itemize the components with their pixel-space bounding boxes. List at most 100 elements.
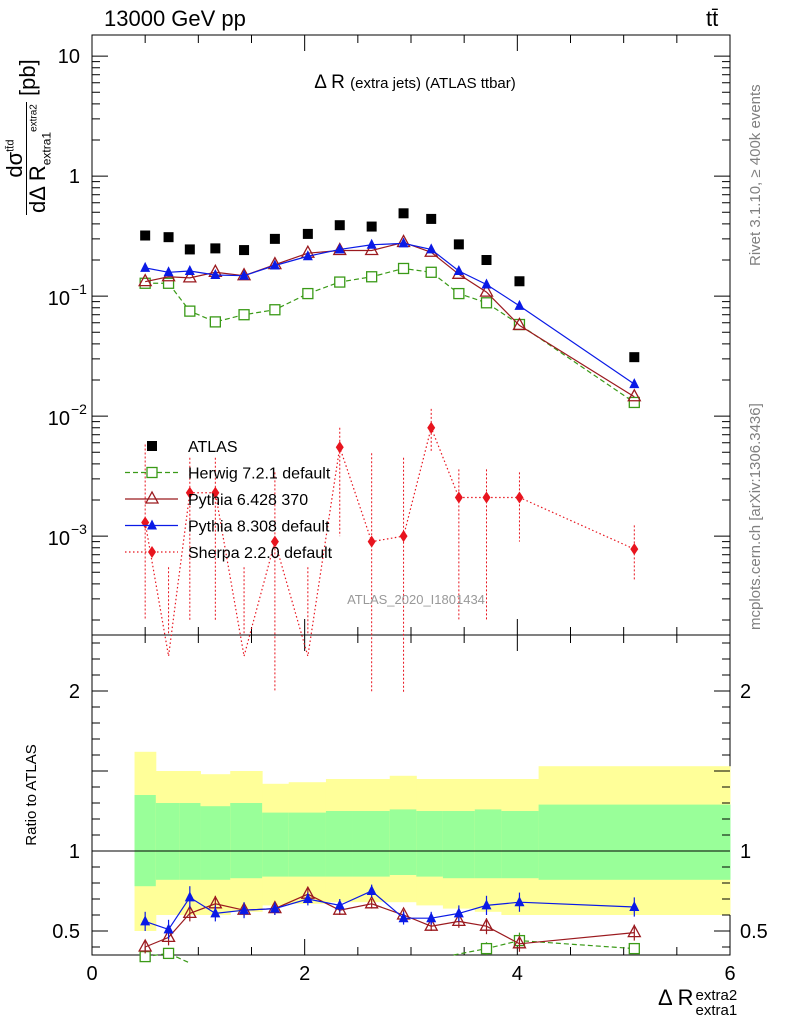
data-point bbox=[302, 287, 314, 300]
ratio-point bbox=[210, 907, 221, 918]
band-green bbox=[474, 809, 502, 879]
data-point bbox=[366, 238, 377, 249]
band-green bbox=[325, 811, 354, 877]
data-point bbox=[184, 264, 195, 275]
legend-marker bbox=[148, 546, 156, 558]
data-point bbox=[627, 388, 642, 402]
data-point bbox=[334, 243, 345, 254]
ratio-point bbox=[480, 942, 493, 955]
data-point bbox=[269, 304, 281, 316]
x-tick-label: 2 bbox=[299, 963, 310, 985]
x-tick-label: 6 bbox=[724, 963, 735, 985]
data-point bbox=[334, 220, 345, 231]
legend-entry-pythia-8-308-default: Pythia 8.308 default bbox=[125, 519, 330, 536]
data-point bbox=[427, 421, 436, 434]
data-point bbox=[140, 230, 151, 241]
series-atlas bbox=[140, 208, 640, 363]
ratio-y-tick-label-right: 1 bbox=[740, 841, 751, 863]
data-point bbox=[162, 277, 175, 289]
band-green bbox=[179, 803, 201, 880]
main-title-symbol: Δ R bbox=[314, 72, 350, 93]
ratio-point bbox=[161, 929, 176, 943]
ratio-point bbox=[334, 899, 345, 910]
ratio-point bbox=[239, 904, 250, 915]
main-title-detail: (extra jets) (ATLAS ttbar) bbox=[350, 75, 516, 92]
data-point bbox=[399, 530, 408, 543]
mcplots-label: mcplots.cern.ch [arXiv:1306.3436] bbox=[747, 403, 764, 630]
process-label: tt̄ bbox=[706, 6, 719, 31]
data-point bbox=[426, 243, 437, 254]
band-green bbox=[538, 804, 731, 880]
data-point bbox=[364, 242, 379, 256]
data-point bbox=[238, 309, 250, 321]
data-point bbox=[426, 213, 437, 224]
legend-label: ATLAS bbox=[188, 439, 238, 456]
ratio-point bbox=[184, 891, 195, 902]
ratio-y-tick-label-right: 2 bbox=[740, 681, 751, 703]
ratio-point bbox=[512, 935, 527, 949]
legend-entry-sherpa-2-2-0-default: Sherpa 2.2.0 default bbox=[125, 545, 333, 562]
data-point bbox=[334, 276, 346, 288]
ratio-point bbox=[479, 917, 494, 931]
watermark: ATLAS_2020_I1801434 bbox=[347, 592, 485, 607]
data-point bbox=[453, 239, 464, 250]
ratio-y-axis-label: Ratio to ATLAS bbox=[23, 744, 40, 845]
data-point bbox=[302, 250, 313, 261]
x-tick-label: 4 bbox=[512, 963, 523, 985]
data-point bbox=[163, 232, 174, 243]
legend-marker bbox=[146, 466, 158, 479]
data-point bbox=[481, 255, 492, 266]
band-green bbox=[389, 809, 417, 875]
data-point bbox=[453, 264, 464, 275]
ratio-point bbox=[453, 907, 464, 918]
main-title: Δ R (extra jets) (ATLAS ttbar) bbox=[314, 72, 516, 93]
ratio-y-tick-label: 1 bbox=[69, 841, 80, 863]
legend-label: Pythia 6.428 370 bbox=[188, 492, 308, 509]
data-point bbox=[629, 352, 640, 363]
data-point bbox=[367, 535, 376, 548]
band-green bbox=[134, 795, 157, 887]
legend-label: Sherpa 2.2.0 default bbox=[188, 545, 333, 562]
y-tick-exponent: −3 bbox=[71, 521, 87, 537]
legend-label: Pythia 8.308 default bbox=[188, 519, 330, 536]
legend-entry-atlas: ATLAS bbox=[147, 439, 238, 456]
band-green bbox=[200, 806, 231, 880]
main-y-axis-label: dσtt̄d dΔ Rextra1extra2 [pb] bbox=[2, 59, 54, 215]
ratio-point bbox=[364, 895, 379, 909]
ratio-point bbox=[366, 885, 377, 895]
band-green bbox=[262, 812, 290, 877]
energy-label: 13000 GeV pp bbox=[104, 6, 246, 31]
data-point bbox=[630, 543, 639, 556]
ratio-point bbox=[163, 923, 174, 934]
ratio-point bbox=[426, 912, 437, 923]
data-point bbox=[184, 305, 196, 317]
data-point bbox=[453, 287, 465, 300]
ratio-series-pythia-8-308-default bbox=[140, 884, 640, 939]
data-point bbox=[512, 317, 527, 331]
ratio-y-tick-label-right: 0.5 bbox=[740, 921, 768, 943]
legend-entry-herwig-7-2-1-default: Herwig 7.2.1 default bbox=[125, 466, 331, 483]
data-point bbox=[302, 228, 313, 239]
series-pythia-8-308-default bbox=[140, 237, 640, 389]
data-point bbox=[482, 491, 491, 504]
data-point bbox=[163, 266, 174, 277]
ratio-point bbox=[481, 899, 492, 910]
data-point bbox=[138, 273, 153, 287]
legend-entry-pythia-6-428-370: Pythia 6.428 370 bbox=[125, 490, 308, 509]
ratio-point bbox=[182, 905, 197, 919]
legend-marker bbox=[144, 490, 160, 504]
band-green bbox=[155, 803, 180, 880]
data-point bbox=[514, 276, 525, 287]
x-tick-label: 0 bbox=[86, 963, 97, 985]
ratio-point bbox=[514, 896, 525, 907]
data-point bbox=[209, 316, 221, 328]
data-point bbox=[366, 271, 378, 283]
data-point bbox=[210, 243, 221, 254]
ratio-point bbox=[424, 917, 439, 931]
data-point bbox=[182, 269, 197, 283]
data-point bbox=[269, 233, 280, 244]
y-tick-label: 10 bbox=[48, 288, 70, 310]
data-point bbox=[270, 535, 279, 548]
legend-label: Herwig 7.2.1 default bbox=[188, 466, 331, 483]
